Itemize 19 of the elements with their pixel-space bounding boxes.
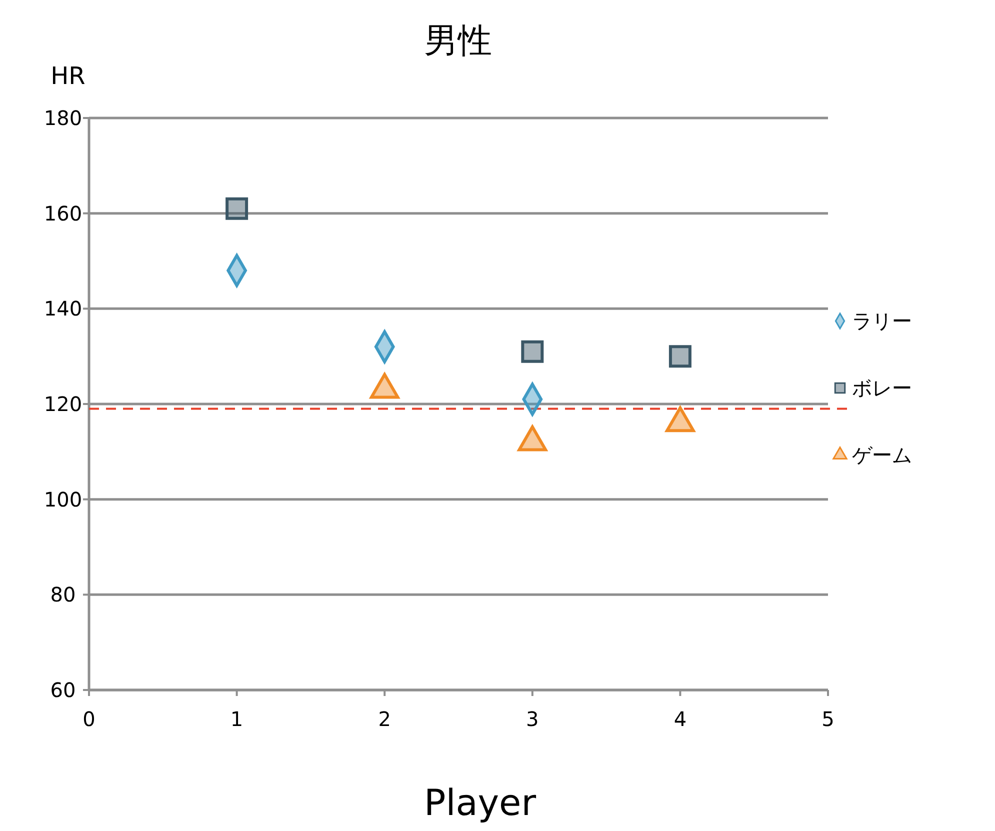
y-tick-label: 80 [50,582,76,607]
y-tick-label: 180 [44,106,82,130]
legend-label: ボレー [852,376,912,400]
y-tick-label: 160 [44,201,82,226]
x-tick-label: 2 [378,707,391,731]
y-axis-title: HR [50,62,86,90]
x-tick-label: 4 [674,707,687,731]
y-tick-label: 100 [44,487,82,512]
y-tick-label: 120 [44,392,82,416]
y-tick-label: 60 [50,678,76,702]
y-tick-label: 140 [44,296,82,321]
x-tick-label: 1 [230,707,244,731]
x-axis-title: Player [424,783,536,824]
x-tick-label: 3 [526,707,539,731]
legend-label: ラリー [852,309,912,333]
x-tick-label: 5 [822,707,834,731]
legend-label: ゲーム [852,443,912,467]
chart-title: 男性 [424,21,492,61]
x-tick-label: 0 [82,707,96,731]
